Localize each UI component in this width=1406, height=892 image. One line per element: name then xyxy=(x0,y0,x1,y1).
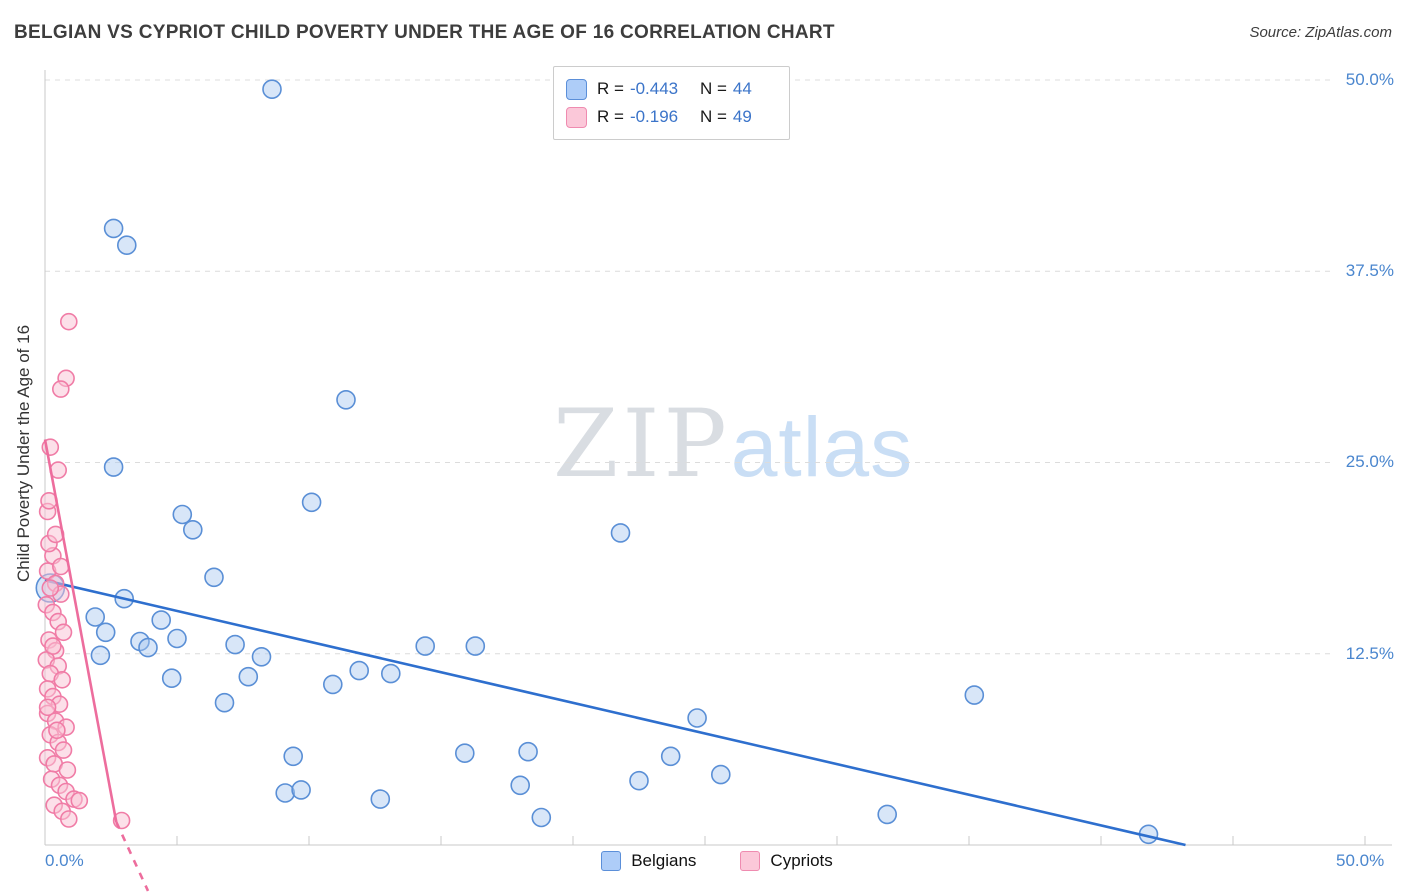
belgians-point[interactable] xyxy=(629,770,649,791)
belgians-point[interactable] xyxy=(95,622,116,643)
watermark-atlas: atlas xyxy=(730,400,914,494)
belgians-point[interactable] xyxy=(322,674,343,695)
legend-item-cypriots: Cypriots xyxy=(740,851,833,871)
belgians-point[interactable] xyxy=(964,685,985,705)
legend-label-cypriots: Cypriots xyxy=(770,851,833,870)
y-tick-50: 50.0% xyxy=(1345,70,1394,89)
belgians-point[interactable] xyxy=(117,235,137,255)
belgians-point[interactable] xyxy=(262,79,282,99)
belgians-point[interactable] xyxy=(283,746,304,767)
belgians-point[interactable] xyxy=(877,804,898,825)
cypriots-point[interactable] xyxy=(58,761,77,779)
x-axis-min-label: 0.0% xyxy=(45,851,84,870)
n-value-belgians: 44 xyxy=(732,79,752,98)
belgians-point[interactable] xyxy=(531,807,552,828)
belgians-point[interactable] xyxy=(336,389,356,410)
y-tick-37-5: 37.5% xyxy=(1345,261,1394,280)
belgians-point[interactable] xyxy=(103,218,124,239)
belgians-point[interactable] xyxy=(90,645,111,666)
belgians-point[interactable] xyxy=(85,607,105,627)
belgians-point[interactable] xyxy=(238,666,259,687)
belgians-point[interactable] xyxy=(301,492,322,513)
watermark-zip: ZIP xyxy=(553,390,731,499)
n-value-cypriots: 49 xyxy=(732,107,752,126)
belgians-point[interactable] xyxy=(183,519,203,540)
zipatlas-watermark: ZIPatlas xyxy=(553,398,913,492)
cypriots-point[interactable] xyxy=(51,380,70,398)
r-value-cypriots: -0.196 xyxy=(629,107,679,126)
belgians-point[interactable] xyxy=(415,636,436,656)
n-label: N = xyxy=(699,79,727,98)
correlation-legend-box: R = -0.443 N = 44 R = -0.196 N = 49 xyxy=(553,66,790,140)
belgians-point[interactable] xyxy=(454,743,475,764)
belgians-point[interactable] xyxy=(225,634,245,655)
cypriots-point[interactable] xyxy=(44,637,62,655)
belgians-point[interactable] xyxy=(161,668,182,689)
legend-label-belgians: Belgians xyxy=(631,851,697,870)
cypriots-point[interactable] xyxy=(70,791,89,810)
belgians-point[interactable] xyxy=(349,660,370,681)
belgians-point[interactable] xyxy=(518,741,538,762)
y-axis-title: Child Poverty Under the Age of 16 xyxy=(14,324,33,582)
series-legend: Belgians Cypriots xyxy=(14,851,1406,871)
cypriots-point[interactable] xyxy=(38,698,57,717)
legend-row-cypriots: R = -0.196 N = 49 xyxy=(566,103,773,131)
belgians-point[interactable] xyxy=(465,636,486,656)
page-title: BELGIAN VS CYPRIOT CHILD POVERTY UNDER T… xyxy=(14,22,835,43)
y-tick-12-5: 12.5% xyxy=(1345,644,1394,663)
cypriots-point[interactable] xyxy=(48,721,66,740)
belgians-point[interactable] xyxy=(167,628,187,649)
cypriots-point[interactable] xyxy=(54,741,73,759)
legend-item-belgians: Belgians xyxy=(601,851,696,871)
belgians-point[interactable] xyxy=(380,663,401,684)
cypriots-swatch-icon xyxy=(740,851,761,871)
cypriots-point[interactable] xyxy=(60,810,78,828)
cypriots-point[interactable] xyxy=(60,312,78,331)
belgians-point[interactable] xyxy=(138,637,158,658)
belgians-point[interactable] xyxy=(710,764,731,785)
belgians-point[interactable] xyxy=(510,775,531,796)
r-label: R = xyxy=(597,79,624,98)
source-link[interactable]: Source: ZipAtlas.com xyxy=(1249,24,1392,41)
belgians-point[interactable] xyxy=(687,708,707,728)
belgians-point[interactable] xyxy=(103,457,124,477)
y-tick-25: 25.0% xyxy=(1345,452,1394,471)
belgians-point[interactable] xyxy=(291,780,311,800)
cypriots-trend-line xyxy=(43,439,118,823)
belgians-point[interactable] xyxy=(204,567,224,588)
belgians-point[interactable] xyxy=(610,523,631,543)
belgians-swatch-icon xyxy=(566,78,587,100)
belgians-point[interactable] xyxy=(660,746,681,767)
belgians-point[interactable] xyxy=(151,610,171,630)
legend-row-belgians: R = -0.443 N = 44 xyxy=(566,75,773,103)
cypriots-point[interactable] xyxy=(41,579,60,597)
belgians-point[interactable] xyxy=(214,692,235,713)
r-value-belgians: -0.443 xyxy=(629,79,679,98)
cypriots-swatch-icon xyxy=(566,106,587,128)
n-label: N = xyxy=(699,107,727,126)
belgians-swatch-icon xyxy=(601,851,622,871)
cypriots-point[interactable] xyxy=(53,670,72,689)
r-label: R = xyxy=(597,107,624,126)
belgians-point[interactable] xyxy=(275,783,296,803)
x-axis-max-label: 50.0% xyxy=(1336,851,1385,870)
belgians-point[interactable] xyxy=(370,789,391,809)
belgians-trend-line xyxy=(44,579,1186,847)
belgians-point[interactable] xyxy=(251,646,272,667)
cypriots-point[interactable] xyxy=(54,623,73,642)
belgians-point[interactable] xyxy=(172,504,193,525)
